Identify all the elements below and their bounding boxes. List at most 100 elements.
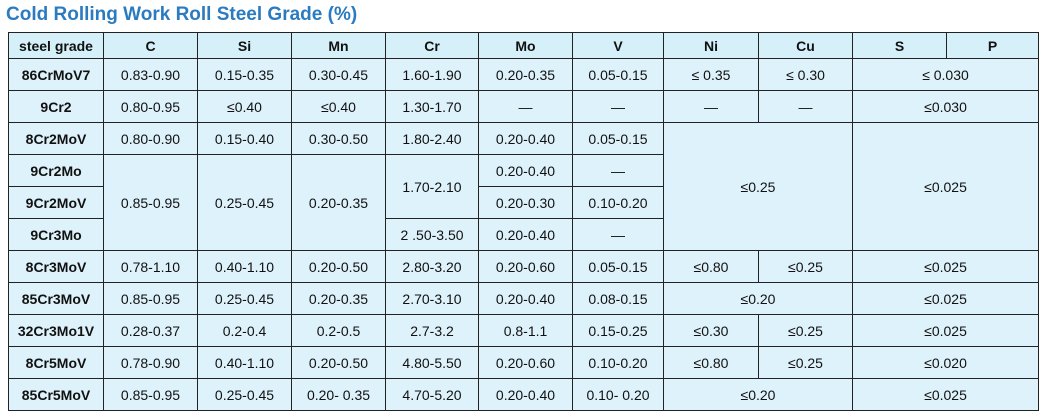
value-cell: 0.20- 0.35 — [291, 378, 386, 411]
row: 8Cr5MoV 0.78-0.90 0.40-1.10 0.20-0.50 4.80-5… — [8, 346, 1039, 379]
value-cell: 0.10- 0.20 — [572, 378, 664, 411]
grade-cell: 8Cr3MoV — [8, 250, 104, 283]
value-cell: 4.70-5.20 — [385, 378, 479, 411]
row: 9Cr2Mo 0.85-0.95 0.25-0.45 0.20-0.35 1.70-2.… — [8, 154, 1039, 251]
value-cell: — — [572, 218, 664, 251]
value-cell: ≤ 0.35 — [663, 58, 759, 91]
value-cell: 0.05-0.15 — [572, 122, 664, 155]
value-cell: 0.28-0.37 — [103, 314, 198, 347]
value-cell: 0.30-0.45 — [291, 58, 386, 91]
value-cell: 0.20-0.40 — [478, 282, 573, 315]
value-cell: ≤0.025 — [852, 314, 1039, 347]
grade-table: steel grade C Si Mn Cr Mo V Ni Cu S P 86… — [8, 32, 1039, 411]
value-cell: 0.85-0.95 — [103, 154, 198, 251]
value-cell: 0.15-0.25 — [572, 314, 664, 347]
value-cell: 0.20-0.40 — [478, 122, 573, 155]
value-cell: 0.20-0.50 — [291, 346, 386, 379]
value-cell: 2.80-3.20 — [385, 250, 479, 283]
row: 85Cr3MoV 0.85-0.95 0.25-0.45 0.20-0.35 2.70-… — [8, 282, 1039, 315]
value-cell: ≤0.20 — [663, 282, 853, 315]
value-cell: 0.85-0.95 — [103, 378, 198, 411]
value-cell: ≤0.020 — [852, 346, 1039, 379]
value-cell: 0.20-0.35 — [291, 282, 386, 315]
value-cell: ≤0.80 — [663, 346, 759, 379]
header-cell: S — [852, 32, 947, 59]
value-cell: 0.80-0.90 — [103, 122, 198, 155]
header-cell: Cu — [758, 32, 853, 59]
value-cell: 0.25-0.45 — [197, 282, 292, 315]
value-cell: 0.15-0.35 — [197, 58, 292, 91]
value-cell: 2.7-3.2 — [385, 314, 479, 347]
header-cell: Si — [197, 32, 292, 59]
value-cell: — — [478, 90, 573, 123]
value-cell: 0.40-1.10 — [197, 346, 292, 379]
header-cell: Ni — [663, 32, 759, 59]
value-cell: — — [758, 90, 853, 123]
value-cell: 0.80-0.95 — [103, 90, 198, 123]
value-cell: ≤0.025 — [852, 378, 1039, 411]
header-cell: steel grade — [8, 32, 104, 59]
grade-cell: 8Cr2MoV — [8, 122, 104, 155]
value-cell: ≤0.25 — [758, 314, 853, 347]
row: 8Cr2MoV 0.80-0.90 0.15-0.40 0.30-0.50 1.80-2… — [8, 122, 1039, 251]
value-cell: 0.25-0.45 — [197, 378, 292, 411]
value-cell: 0.20-0.35 — [478, 58, 573, 91]
value-cell: ≤0.025 — [852, 250, 1039, 283]
value-cell: 1.70-2.10 — [385, 154, 479, 219]
value-cell: 0.2-0.5 — [291, 314, 386, 347]
value-cell: ≤0.25 — [663, 122, 853, 251]
header-cell: Cr — [385, 32, 479, 59]
value-cell: ≤0.80 — [663, 250, 759, 283]
value-cell: ≤0.20 — [663, 378, 853, 411]
value-cell: — — [572, 154, 664, 187]
value-cell: ≤0.30 — [663, 314, 759, 347]
value-cell: ≤0.25 — [758, 250, 853, 283]
grade-cell: 8Cr5MoV — [8, 346, 104, 379]
value-cell: 0.20-0.30 — [478, 186, 573, 219]
value-cell: 0.08-0.15 — [572, 282, 664, 315]
value-cell: 1.80-2.40 — [385, 122, 479, 155]
value-cell: 0.83-0.90 — [103, 58, 198, 91]
value-cell: 0.20-0.40 — [478, 218, 573, 251]
value-cell: 0.25-0.45 — [197, 154, 292, 251]
title: Cold Rolling Work Roll Steel Grade (%) — [6, 4, 358, 25]
value-cell: 0.05-0.15 — [572, 58, 664, 91]
grade-cell: 85Cr3MoV — [8, 282, 104, 315]
value-cell: 0.10-0.20 — [572, 186, 664, 219]
grade-cell: 9Cr2Mo — [8, 154, 104, 187]
header-cell: Mn — [291, 32, 386, 59]
row: 85Cr5MoV 0.85-0.95 0.25-0.45 0.20- 0.35 4.70… — [8, 378, 1039, 411]
value-cell: ≤0.025 — [852, 282, 1039, 315]
value-cell: ≤0.030 — [852, 90, 1039, 123]
row: 86CrMoV7 0.83-0.90 0.15-0.35 0.30-0.45 1.60-… — [8, 58, 1039, 91]
row: 9Cr3Mo 2 .50-3.50 0.20-0.40— — [8, 218, 1039, 251]
value-cell: 0.30-0.50 — [291, 122, 386, 155]
header-cell: Mo — [478, 32, 573, 59]
value-cell: — — [663, 90, 759, 123]
value-cell: 0.10-0.20 — [572, 346, 664, 379]
header-cell: P — [946, 32, 1039, 59]
value-cell: 0.20-0.40 — [478, 154, 573, 187]
value-cell: 1.60-1.90 — [385, 58, 479, 91]
value-cell: 1.30-1.70 — [385, 90, 479, 123]
value-cell: 0.05-0.15 — [572, 250, 664, 283]
value-cell: ≤0.025 — [852, 122, 1039, 251]
value-cell: 0.85-0.95 — [103, 282, 198, 315]
grade-cell: 86CrMoV7 — [8, 58, 104, 91]
value-cell: 0.20-0.60 — [478, 346, 573, 379]
value-cell: 0.2-0.4 — [197, 314, 292, 347]
header-cell: C — [103, 32, 198, 59]
value-cell: 0.20-0.35 — [291, 154, 386, 251]
value-cell: 0.8-1.1 — [478, 314, 573, 347]
value-cell: 0.20-0.50 — [291, 250, 386, 283]
grade-cell: 9Cr2MoV — [8, 186, 104, 219]
value-cell: 0.20-0.40 — [478, 378, 573, 411]
value-cell: 0.78-1.10 — [103, 250, 198, 283]
grade-cell: 32Cr3Mo1V — [8, 314, 104, 347]
value-cell: 0.40-1.10 — [197, 250, 292, 283]
value-cell: 2.70-3.10 — [385, 282, 479, 315]
header-cell: V — [572, 32, 664, 59]
value-cell: ≤0.40 — [291, 90, 386, 123]
value-cell: 4.80-5.50 — [385, 346, 479, 379]
